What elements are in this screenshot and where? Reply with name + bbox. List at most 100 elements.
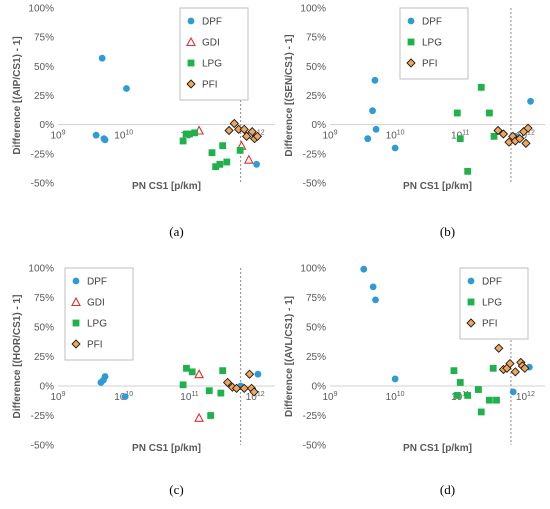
data-point-lpg [188, 368, 196, 376]
data-point-lpg [207, 412, 215, 419]
chart-panel-2: 100%75%50%25%0%-25%-50%109 1010 1011 1012PN… [12, 264, 275, 497]
x-tick-exponent: 12 [527, 130, 535, 137]
x-tick-label: 1012 [246, 391, 265, 403]
y-tick-label: 0% [40, 382, 55, 393]
legend-marker-dpf [407, 17, 415, 25]
legend-label: DPF [87, 277, 107, 288]
y-axis-label: Difference [(HOR/CS1) - 1] [12, 295, 23, 419]
y-tick-label: 75% [34, 293, 54, 304]
data-point-dpf [123, 85, 130, 92]
data-point-lpg [477, 83, 485, 91]
x-tick-label: 109 [50, 391, 65, 403]
legend-marker-lpg [187, 59, 195, 67]
data-point-pfi [239, 383, 249, 393]
data-point-dpf [527, 97, 534, 105]
y-tick-label: 100% [28, 264, 54, 275]
x-tick-base: 10 [246, 131, 258, 142]
data-point-lpg [183, 364, 190, 372]
x-axis-label: PN CS1 [p/km] [132, 181, 201, 192]
data-point-lpg [191, 129, 199, 137]
x-tick-base: 10 [322, 131, 334, 142]
x-tick-label: 1011 [180, 391, 198, 403]
legend-label: LPG [87, 319, 107, 330]
data-point-pfi [510, 367, 520, 377]
data-point-pfi [520, 363, 530, 373]
data-point-pfi [498, 129, 509, 139]
x-tick-base: 10 [114, 131, 126, 142]
x-tick-base: 10 [386, 392, 398, 403]
x-tick-base: 10 [246, 392, 258, 403]
data-point-pfi [521, 138, 531, 148]
data-point-lpg [489, 364, 497, 372]
panel-label: (c) [169, 482, 183, 497]
x-tick-label: 1010 [386, 391, 405, 403]
legend-marker-gdi [71, 296, 81, 307]
data-point-lpg [205, 387, 213, 395]
legend-label: PFI [482, 319, 498, 330]
x-tick-exponent: 10 [125, 130, 133, 137]
data-point-pfi [241, 131, 252, 141]
y-tick-label: -25% [303, 149, 326, 160]
data-point-pfi [493, 125, 503, 136]
data-point-pfi [239, 124, 249, 134]
y-tick-label: 75% [34, 33, 54, 44]
x-tick-base: 10 [516, 392, 528, 403]
y-tick-label: 100% [28, 4, 54, 15]
data-point-pfi [247, 127, 257, 137]
data-point-dpf [121, 393, 129, 401]
legend-label: LPG [202, 59, 222, 70]
legend-marker-lpg [467, 298, 475, 306]
data-point-lpg [212, 163, 220, 171]
data-point-dpf [369, 107, 376, 115]
data-point-pfi [515, 134, 525, 144]
data-point-lpg [456, 135, 464, 143]
data-point-lpg [493, 396, 500, 404]
y-tick-label: -50% [31, 179, 54, 190]
x-axis-label: PN CS1 [p/km] [403, 443, 472, 454]
y-tick-label: -25% [31, 149, 54, 160]
x-tick-label: 1012 [516, 391, 535, 403]
data-point-pfi [231, 383, 242, 393]
legend-label: PFI [202, 80, 218, 91]
data-point-lpg [208, 149, 216, 157]
data-point-lpg [464, 167, 472, 175]
data-point-dpf [254, 370, 262, 378]
panel-label: (d) [440, 482, 455, 497]
y-tick-label: 75% [306, 293, 326, 304]
y-tick-label: 0% [40, 120, 55, 131]
x-tick-exponent: 9 [334, 391, 338, 398]
x-tick-exponent: 10 [397, 130, 405, 137]
x-tick-exponent: 10 [125, 391, 133, 398]
legend-label: GDI [87, 298, 105, 309]
data-point-pfi [252, 131, 263, 141]
data-point-dpf [360, 265, 368, 273]
panel-label: (b) [440, 224, 455, 239]
x-tick-exponent: 9 [334, 130, 338, 137]
x-tick-label: 109 [322, 391, 337, 403]
data-point-lpg [179, 381, 187, 389]
data-point-gdi [194, 412, 204, 422]
legend-label: DPF [202, 17, 222, 28]
y-tick-label: 50% [34, 62, 54, 73]
data-point-dpf [101, 373, 109, 380]
data-point-dpf [369, 283, 377, 291]
legend-label: LPG [482, 298, 502, 309]
y-tick-label: 50% [306, 323, 326, 334]
x-tick-base: 10 [451, 131, 463, 142]
data-point-dpf [253, 160, 261, 168]
data-point-lpg [485, 396, 493, 404]
x-tick-exponent: 11 [191, 391, 198, 398]
data-point-dpf [101, 136, 109, 144]
data-point-dpf [364, 135, 372, 143]
data-point-lpg [456, 379, 464, 386]
x-tick-label: 1010 [114, 130, 133, 142]
data-point-dpf [509, 388, 517, 396]
data-point-lpg [453, 109, 461, 117]
x-tick-base: 10 [50, 392, 62, 403]
data-point-dpf [372, 296, 379, 304]
y-tick-label: -50% [31, 441, 54, 452]
y-tick-label: 25% [34, 352, 54, 363]
panel-label: (a) [169, 224, 183, 239]
x-tick-label: 1011 [451, 130, 469, 142]
